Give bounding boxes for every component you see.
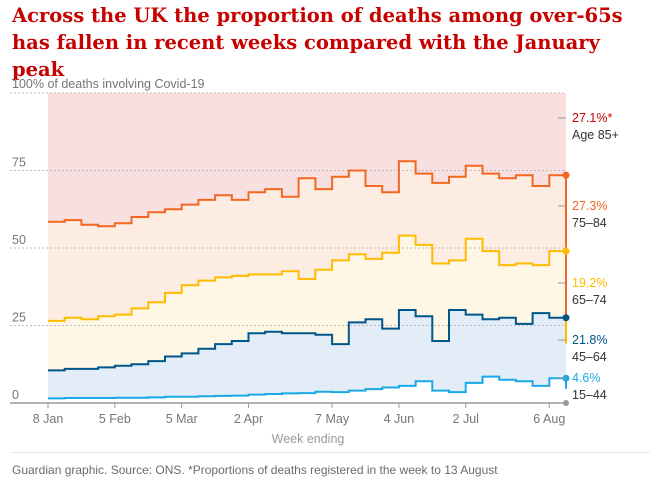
x-tick-label: 4 Jun [384, 412, 415, 426]
series-name-label: 45–64 [572, 350, 607, 364]
x-tick-label: 8 Jan [33, 412, 64, 426]
legend-labels: 27.1%* Age 85+ 27.3% 75–84 19.2% 65–74 21.8% 45… [558, 111, 619, 402]
y-tick-label: 75 [12, 156, 26, 170]
x-tick-label: 5 Mar [166, 412, 198, 426]
y-axis-label: 100% of deaths involving Covid-19 [12, 77, 205, 91]
y-tick-label: 25 [12, 311, 26, 325]
y-tick-label: 0 [12, 388, 19, 402]
series-latest-value: 4.6% [572, 371, 601, 385]
band-0 [48, 93, 566, 319]
chart-title: Across the UK the proportion of deaths a… [12, 4, 623, 81]
band-3 [48, 310, 566, 399]
series-line-15–44 [48, 375, 567, 400]
markers-layer [562, 171, 570, 406]
x-tick-label: 2 Jul [453, 412, 479, 426]
series-name-label: Age 85+ [572, 128, 619, 142]
end-marker [563, 400, 569, 406]
y-axis: 0 25 50 75 [12, 156, 26, 403]
under-15-band [48, 401, 566, 403]
footer-rule [10, 452, 650, 453]
y-tick-label: 50 [12, 233, 26, 247]
series-line-65–74 [48, 234, 567, 344]
end-marker [562, 247, 570, 255]
lines-layer [10, 160, 567, 404]
band-1 [48, 161, 566, 344]
x-tick-label: 7 May [315, 412, 350, 426]
x-axis-label: Week ending [272, 432, 345, 446]
end-marker [562, 314, 570, 322]
end-marker [562, 171, 570, 179]
bands-layer [48, 93, 566, 403]
band-4 [48, 376, 566, 403]
series-latest-value: 27.3% [572, 199, 607, 213]
series-latest-value: 21.8% [572, 333, 607, 347]
x-tick-label: 5 Feb [99, 412, 131, 426]
series-line-75–84 [48, 160, 567, 319]
series-name-label: 15–44 [572, 388, 607, 402]
series-line-45–64 [48, 309, 567, 372]
series-latest-value: 19.2% [572, 276, 607, 290]
series-name-label: 75–84 [572, 216, 607, 230]
x-tick-label: 2 Apr [234, 412, 263, 426]
series-latest-value: 27.1%* [572, 111, 612, 125]
band-2 [48, 235, 566, 371]
x-tick-label: 6 Aug [533, 412, 565, 426]
source-footer: Guardian graphic. Source: ONS. *Proporti… [12, 463, 498, 477]
x-axis: 8 Jan 5 Feb 5 Mar 2 Apr 7 May 4 Jun 2 Jul 6 Aug [33, 403, 565, 426]
series-name-label: 65–74 [572, 293, 607, 307]
